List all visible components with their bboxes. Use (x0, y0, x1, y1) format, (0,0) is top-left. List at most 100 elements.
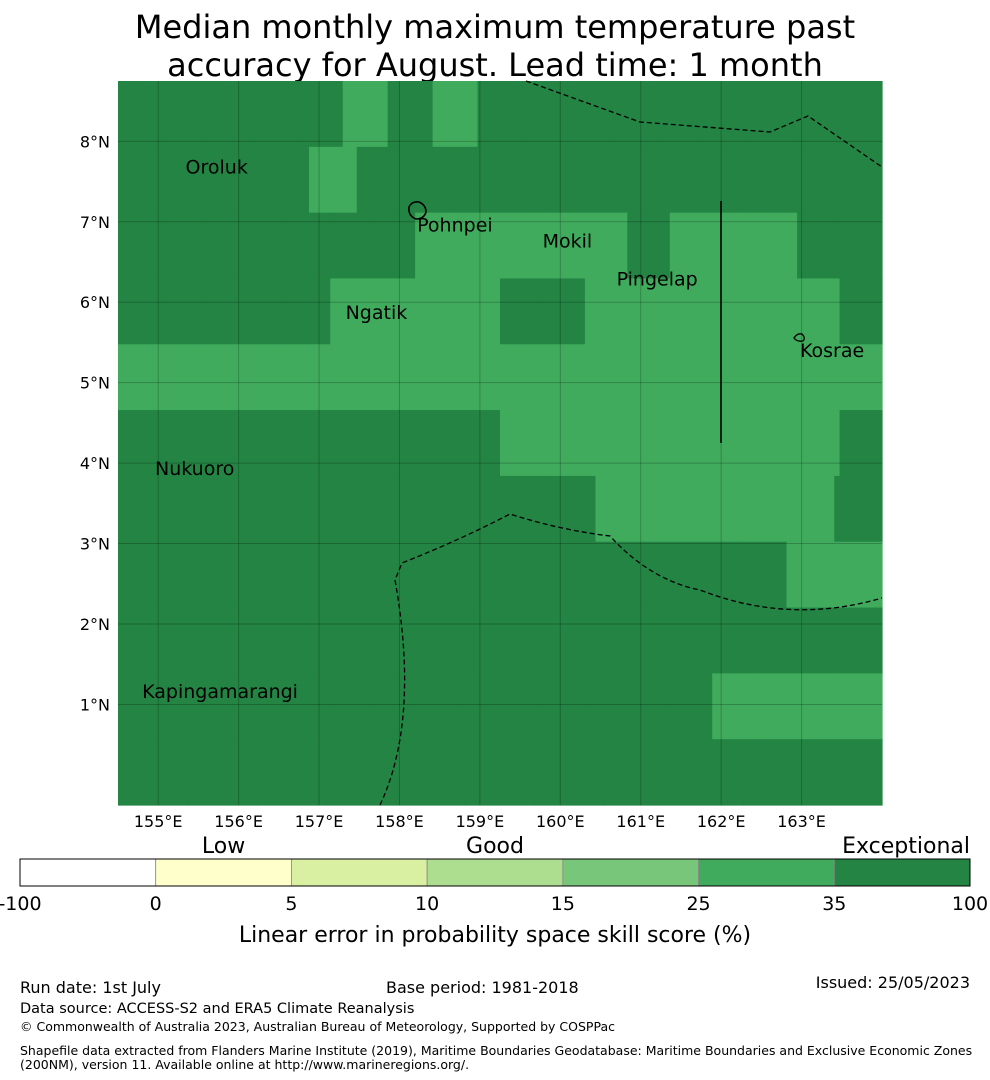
lat-tick-label: 6°N (80, 293, 110, 312)
grid-cell (797, 278, 841, 345)
grid-cell (372, 212, 416, 280)
legend-swatch (19, 858, 157, 887)
legend-tick-label: 0 (150, 893, 162, 915)
grid-cell (500, 146, 549, 214)
legend-swatch (833, 858, 971, 887)
grid-cell (669, 410, 713, 477)
island-outlines (408, 201, 805, 342)
grid-cell (627, 212, 671, 280)
grid-cell (202, 673, 246, 740)
grid-cell (691, 541, 740, 609)
place-label: Ngatik (346, 302, 408, 324)
grid-cell (118, 212, 162, 280)
legend-tick-label: 15 (551, 893, 575, 915)
title-line-1: Median monthly maximum temperature past (134, 8, 856, 46)
grid-cell (342, 81, 389, 148)
grid-cell (479, 344, 521, 411)
grid-cell (547, 475, 597, 543)
grid-cell (702, 81, 748, 148)
grid-cell (500, 410, 544, 477)
grid-cell (837, 81, 883, 148)
grid-cell (452, 541, 501, 609)
grid-cell (839, 278, 883, 345)
grid-cell (477, 81, 524, 148)
grid-cell (567, 81, 613, 148)
grid-cell (160, 410, 204, 477)
title-line-2: accuracy for August. Lead time: 1 month (167, 46, 823, 84)
grid-cell (643, 475, 692, 543)
eez-boundary-north (525, 80, 883, 168)
grid-cell (542, 278, 586, 345)
legend-swatch (155, 858, 292, 887)
grid-cell (786, 475, 835, 543)
grid-cell (839, 410, 883, 477)
grid-cell (245, 410, 289, 477)
grid-cell (261, 475, 310, 543)
place-label: Pingelap (617, 268, 698, 290)
grid-cell (542, 410, 586, 477)
grid-cell (160, 212, 204, 280)
grid-cell (198, 344, 240, 411)
lon-tick-label: 157°E (295, 812, 344, 831)
place-label: Oroluk (186, 157, 248, 179)
grid-cell (520, 344, 561, 411)
grid-cell (743, 739, 814, 806)
grid-cell (500, 673, 544, 740)
grid-cell (839, 673, 883, 740)
grid-cell (118, 739, 189, 806)
grid-cell (627, 673, 671, 740)
grid-cell (604, 739, 675, 806)
grid-cell (415, 410, 459, 477)
grid-cell (457, 212, 501, 280)
grid-cell (168, 607, 221, 674)
grid-cell (522, 81, 569, 148)
grid-cell (158, 344, 200, 411)
grid-cell (287, 673, 331, 740)
grid-cell (319, 344, 360, 411)
grid-cell (738, 146, 788, 214)
grid-cell (423, 607, 476, 674)
grid-cell (584, 673, 628, 740)
grid-cell (542, 673, 586, 740)
grid-cell (669, 673, 713, 740)
place-label: Pohnpei (417, 214, 493, 236)
grid-cell (160, 673, 204, 740)
grid-cell (754, 410, 798, 477)
grid-cell (841, 344, 883, 411)
grid-cell (761, 344, 803, 411)
grid-cell (439, 344, 481, 411)
kosrae-island-outline (793, 333, 805, 342)
grid-cell (627, 410, 671, 477)
grid-cell (754, 212, 798, 280)
grid-cell (118, 475, 167, 543)
grid-cell (404, 475, 453, 543)
longitude-tick-labels: 155°E 156°E 157°E 158°E 159°E 160°E 161°E 162°E… (134, 812, 826, 831)
grid-cell (297, 81, 344, 148)
grid-cell (801, 344, 843, 411)
grid-cell (457, 673, 501, 740)
grid-cell (415, 212, 459, 280)
lon-tick-label: 162°E (697, 812, 746, 831)
grid-cell (780, 607, 832, 674)
lat-tick-label: 2°N (80, 615, 110, 634)
grid-cell (525, 607, 577, 674)
lon-tick-label: 158°E (375, 812, 424, 831)
copyright-notice: © Commonwealth of Australia 2023, Austra… (20, 1019, 615, 1034)
grid-cell (245, 278, 289, 345)
legend-swatch (562, 858, 699, 887)
grid-cell (657, 81, 703, 148)
legend-swatch (291, 858, 428, 887)
grid-cell (643, 541, 692, 609)
grid-cell (797, 410, 841, 477)
grid-cell (213, 475, 262, 543)
grid-cell (721, 344, 762, 411)
grid-cell (547, 146, 597, 214)
map-title: Median monthly maximum temperature past … (0, 8, 990, 84)
legend-tick-label: 25 (686, 893, 710, 915)
grid-cell (395, 739, 466, 806)
grid-cell (387, 81, 434, 148)
grid-cell (207, 81, 254, 148)
legend-category-label: Good (466, 834, 524, 859)
grid-cell (356, 146, 406, 214)
grid-cell (287, 278, 331, 345)
